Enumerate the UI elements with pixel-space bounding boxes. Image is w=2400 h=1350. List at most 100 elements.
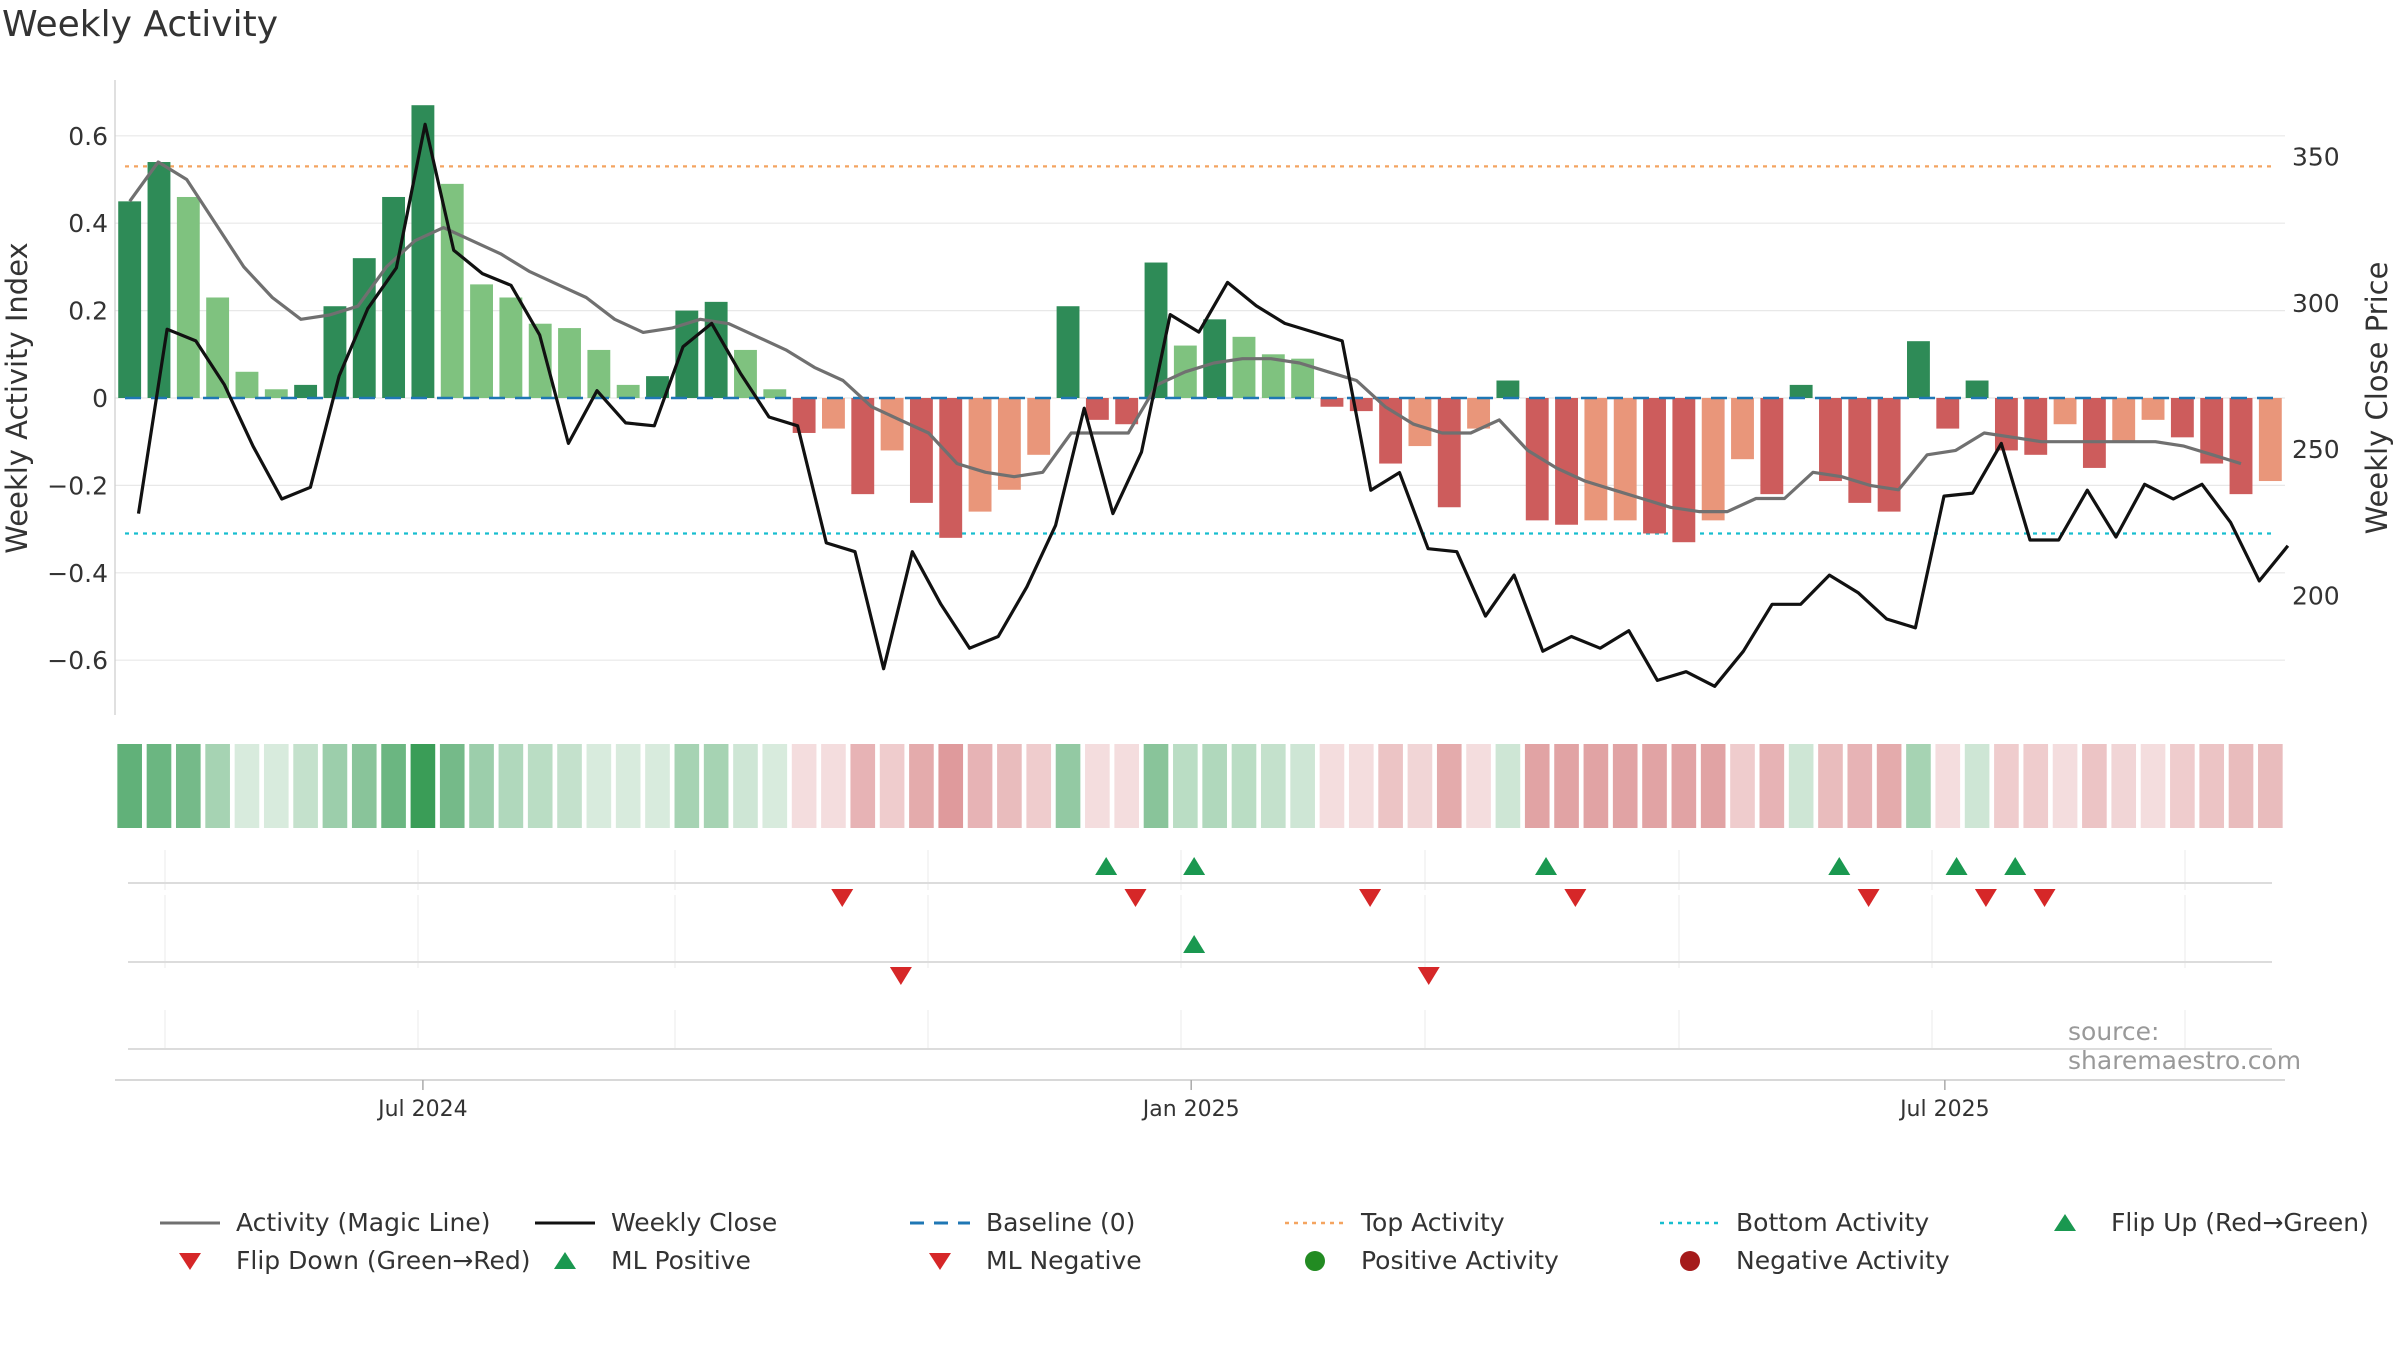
heat-cell bbox=[1055, 744, 1081, 828]
heat-cell bbox=[1612, 744, 1638, 828]
heat-cell bbox=[2140, 744, 2166, 828]
activity-bar bbox=[1965, 380, 1989, 398]
legend-label: Activity (Magic Line) bbox=[236, 1208, 491, 1237]
legend-swatch bbox=[535, 1221, 595, 1224]
activity-bar bbox=[1496, 380, 1520, 398]
legend-item-neg-act: Negative Activity bbox=[1658, 1246, 1950, 1275]
activity-bar bbox=[411, 105, 435, 399]
heat-cell bbox=[1202, 744, 1227, 828]
weekly-close-line bbox=[136, 122, 2290, 688]
legend-item-ml-pos: ML Positive bbox=[533, 1246, 751, 1275]
activity-bar bbox=[1936, 398, 1960, 429]
heat-cell bbox=[263, 744, 289, 828]
heat-cell bbox=[821, 744, 846, 828]
activity-bar bbox=[352, 258, 376, 398]
heat-cell bbox=[1700, 744, 1726, 828]
heat-cell bbox=[586, 744, 612, 828]
activity-bar bbox=[1701, 398, 1725, 521]
y-tick-label-right: 200 bbox=[2292, 582, 2340, 611]
activity-bar bbox=[1203, 319, 1227, 398]
ml-negative-marker bbox=[889, 967, 912, 985]
activity-bar bbox=[851, 398, 875, 495]
y-axis-title-left: Weekly Activity Index bbox=[0, 242, 34, 553]
activity-bar bbox=[1291, 358, 1315, 398]
heat-cell bbox=[791, 744, 817, 828]
legend-label: Weekly Close bbox=[611, 1208, 778, 1237]
activity-bar bbox=[616, 384, 640, 398]
activity-bar bbox=[147, 162, 171, 398]
activity-bar bbox=[1789, 384, 1813, 398]
legend-item-baseline: Baseline (0) bbox=[908, 1208, 1135, 1237]
heat-cell bbox=[1260, 744, 1286, 828]
activity-bar bbox=[558, 328, 581, 398]
heat-cell bbox=[1173, 744, 1198, 828]
heat-cell bbox=[1378, 744, 1403, 828]
activity-bar bbox=[2258, 398, 2282, 482]
flip-down-marker bbox=[831, 889, 854, 907]
heat-cell bbox=[2228, 744, 2254, 828]
y-tick-label-left: 0.4 bbox=[68, 209, 108, 238]
heat-cell bbox=[1994, 744, 2019, 828]
activity-bar bbox=[323, 306, 347, 398]
flip-up-marker bbox=[1945, 857, 1968, 875]
heat-cell bbox=[205, 744, 230, 828]
activity-bar bbox=[822, 398, 845, 429]
activity-bar bbox=[1731, 398, 1754, 460]
legend-label: Flip Down (Green→Red) bbox=[236, 1246, 531, 1275]
legend-swatch bbox=[179, 1252, 201, 1270]
heat-cell bbox=[997, 744, 1022, 828]
flip-down-marker bbox=[2033, 889, 2056, 907]
legend: Activity (Magic Line) Weekly Close Baselin… bbox=[160, 1208, 2400, 1298]
heat-cell bbox=[1671, 744, 1697, 828]
heat-cell bbox=[615, 744, 641, 828]
activity-bar bbox=[2082, 398, 2106, 468]
ml-positive-marker bbox=[1183, 935, 1206, 953]
x-tick-label: Jan 2025 bbox=[1141, 1097, 1240, 1122]
flip-down-marker bbox=[1857, 889, 1880, 907]
heat-cell bbox=[1436, 744, 1462, 828]
heat-cell bbox=[234, 744, 260, 828]
heat-cell bbox=[2111, 744, 2137, 828]
y-tick-label-left: 0.6 bbox=[68, 122, 108, 151]
x-tick-label: Jul 2024 bbox=[376, 1097, 468, 1122]
legend-label: Negative Activity bbox=[1736, 1246, 1950, 1275]
activity-bar bbox=[763, 389, 787, 398]
activity-bar bbox=[1584, 398, 1608, 521]
heat-cell bbox=[175, 744, 201, 828]
y-tick-label-left: −0.6 bbox=[47, 646, 108, 675]
heat-cell bbox=[1964, 744, 1990, 828]
activity-bar bbox=[792, 398, 816, 433]
heat-cell bbox=[1524, 744, 1550, 828]
reference-lines bbox=[125, 165, 2275, 535]
y-tick-label-right: 300 bbox=[2292, 289, 2340, 318]
flip-up-marker bbox=[1535, 857, 1558, 875]
activity-bar bbox=[1320, 398, 1344, 407]
legend-swatch bbox=[1680, 1250, 1700, 1271]
activity-bar bbox=[880, 398, 904, 451]
legend-item-flip-up: Flip Up (Red→Green) bbox=[2033, 1208, 2369, 1237]
heat-cell bbox=[733, 744, 758, 828]
source-label: source: sharemaestro.com bbox=[2068, 1017, 2302, 1075]
heat-cell bbox=[967, 744, 993, 828]
activity-bar bbox=[1408, 398, 1432, 447]
heat-cell bbox=[1554, 744, 1579, 828]
heat-cell bbox=[557, 744, 582, 828]
legend-item-flip-down: Flip Down (Green→Red) bbox=[158, 1246, 531, 1275]
heat-cell bbox=[1085, 744, 1110, 828]
flip-up-marker bbox=[1183, 857, 1206, 875]
activity-bar bbox=[646, 376, 669, 398]
heat-cell bbox=[1319, 744, 1345, 828]
signal-rows bbox=[128, 850, 2272, 1050]
heat-cell bbox=[703, 744, 729, 828]
heat-cell bbox=[1348, 744, 1374, 828]
heat-cell bbox=[1642, 744, 1667, 828]
legend-swatch bbox=[2054, 1213, 2076, 1231]
activity-bar bbox=[587, 349, 611, 398]
heat-cell bbox=[2258, 744, 2283, 828]
legend-item-pos-act: Positive Activity bbox=[1283, 1246, 1559, 1275]
activity-bar bbox=[909, 398, 933, 503]
heat-cell bbox=[879, 744, 905, 828]
heat-cell bbox=[1583, 744, 1609, 828]
activity-bar bbox=[1056, 306, 1080, 398]
heat-cell bbox=[1407, 744, 1433, 828]
